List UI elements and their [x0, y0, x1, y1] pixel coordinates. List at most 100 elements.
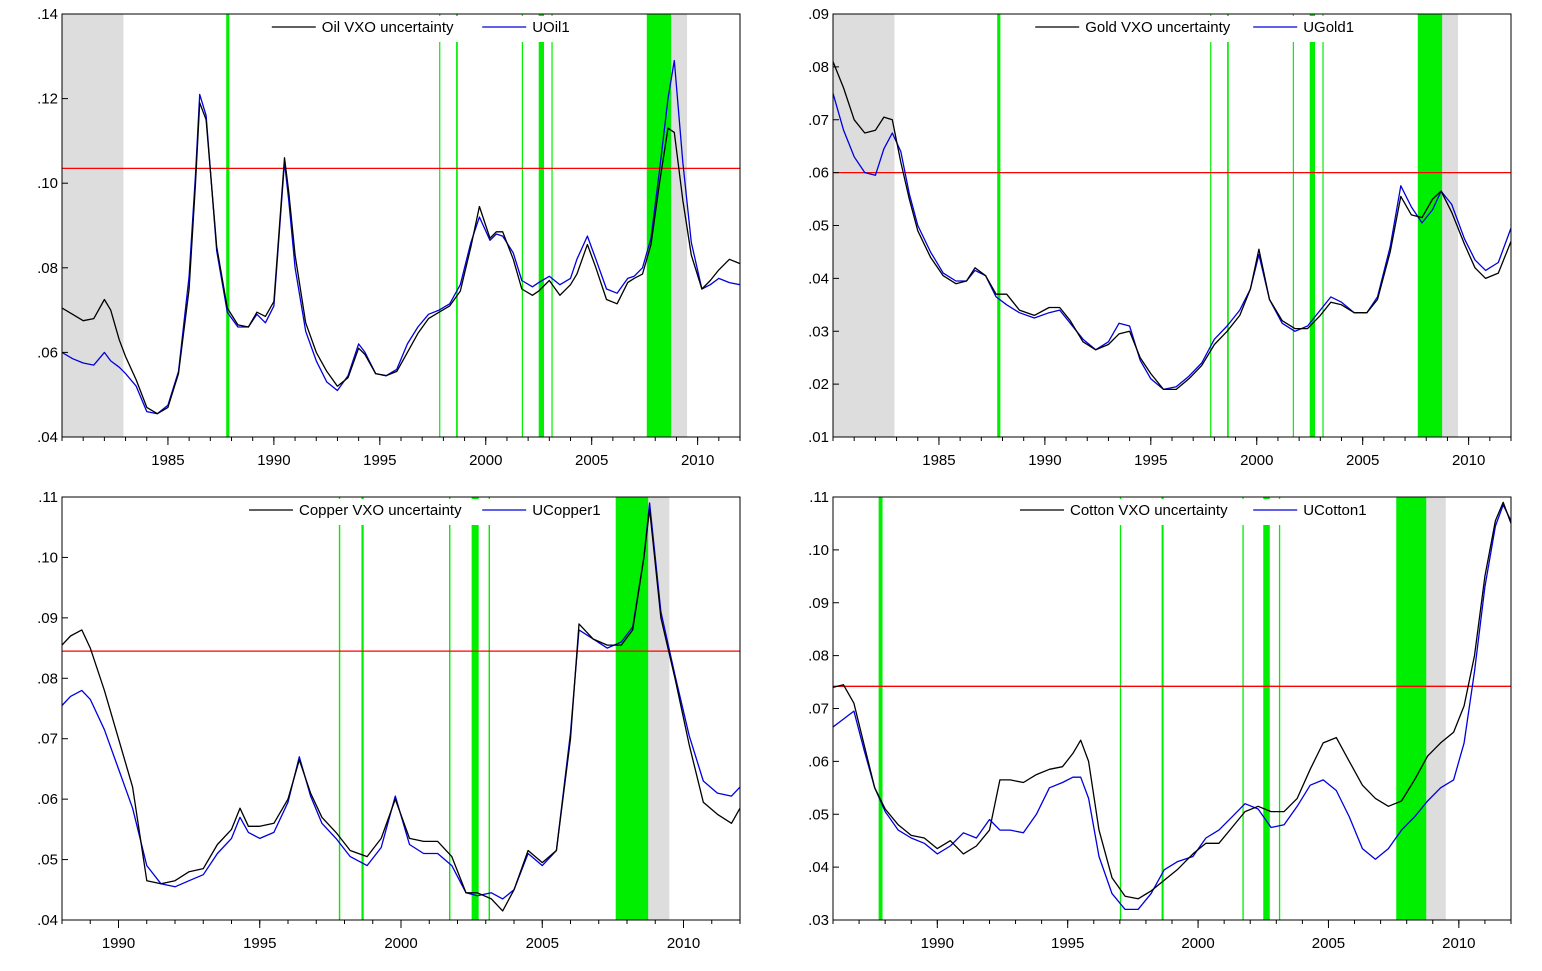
- x-tick-label: 1990: [1028, 452, 1061, 469]
- x-tick-label: 2000: [1181, 935, 1214, 952]
- y-tick-label: .06: [37, 791, 58, 808]
- series-line-1: [62, 508, 740, 912]
- series-line-2: [833, 93, 1511, 391]
- series-line-1: [62, 102, 740, 415]
- x-tick-label: 1995: [1051, 935, 1084, 952]
- y-tick-label: .14: [37, 6, 58, 23]
- copper-uncertainty-chart: .04 .05 .06 .07 .08 .09 .10 .11 1990 1995 2000 2005…: [0, 483, 771, 966]
- event-band-6: [1417, 14, 1443, 437]
- legend-label-2: UCopper1: [532, 502, 600, 519]
- event-band-1: [361, 497, 364, 920]
- legend: Oil VXO uncertainty UOil1: [265, 16, 577, 42]
- copper-plot-area: [62, 497, 740, 920]
- cotton-chart-svg: .03 .04 .05 .06 .07 .08 .09 .10 .11 1990 1995 2000 2…: [808, 489, 1512, 952]
- recession-band-0: [833, 14, 895, 437]
- x-tick-label: 1990: [921, 935, 954, 952]
- y-tick-label: .05: [808, 806, 829, 823]
- gold-plot-area: [833, 14, 1511, 437]
- event-band-5: [1278, 497, 1281, 920]
- x-tick-label: 2010: [681, 452, 714, 469]
- y-tick-label: .06: [37, 344, 58, 361]
- y-tick-label: .04: [808, 270, 829, 287]
- legend-label-2: UGold1: [1303, 19, 1354, 36]
- y-tick-label: .10: [37, 549, 58, 566]
- y-tick-label: .01: [808, 429, 829, 446]
- y-tick-label: .08: [808, 59, 829, 76]
- legend-background: [1014, 499, 1370, 525]
- y-tick-label: .11: [809, 489, 829, 506]
- y-tick-label: .10: [808, 542, 829, 559]
- event-band-6: [646, 14, 672, 437]
- y-tick-label: .09: [808, 595, 829, 612]
- x-tick-label: 2000: [469, 452, 502, 469]
- event-band-3: [1242, 497, 1244, 920]
- y-tick-label: .09: [808, 6, 829, 23]
- x-tick-label: 1990: [102, 935, 135, 952]
- y-tick-label: .04: [37, 429, 58, 446]
- event-band-0: [226, 14, 230, 437]
- event-band-1: [439, 14, 441, 437]
- oil-chart-svg: .04 .06 .08 .10 .12 .14 1985 1990 1995 2000 2005 20…: [37, 6, 741, 469]
- y-tick-label: .04: [37, 912, 58, 929]
- x-tick-label: 2010: [1442, 935, 1475, 952]
- event-band-0: [338, 497, 341, 920]
- x-tick-label: 1995: [243, 935, 276, 952]
- series-line-1: [833, 61, 1511, 391]
- y-tick-label: .08: [37, 670, 58, 687]
- y-tick-label: .03: [808, 323, 829, 340]
- recession-band-0: [62, 14, 124, 437]
- event-band-3: [1292, 14, 1294, 437]
- y-tick-label: .07: [808, 701, 829, 718]
- event-band-1: [1210, 14, 1212, 437]
- y-tick-label: .11: [38, 489, 58, 506]
- y-tick-label: .05: [808, 218, 829, 235]
- y-tick-label: .10: [37, 175, 58, 192]
- y-tick-label: .05: [37, 852, 58, 869]
- event-band-2: [1161, 497, 1164, 920]
- event-band-4: [1309, 14, 1316, 437]
- legend-label-2: UCotton1: [1303, 502, 1366, 519]
- x-tick-label: 1995: [363, 452, 396, 469]
- y-tick-label: .08: [808, 648, 829, 665]
- y-tick-label: .06: [808, 753, 829, 770]
- event-band-0: [878, 497, 883, 920]
- copper-chart-svg: .04 .05 .06 .07 .08 .09 .10 .11 1990 1995 2000 2005…: [37, 489, 741, 952]
- event-band-3: [521, 14, 523, 437]
- y-tick-label: .03: [808, 912, 829, 929]
- event-band-3: [471, 497, 479, 920]
- legend-label-1: Cotton VXO uncertainty: [1070, 502, 1228, 519]
- event-band-4: [538, 14, 545, 437]
- x-tick-label: 2000: [384, 935, 417, 952]
- event-band-1: [1119, 497, 1122, 920]
- y-tick-label: .07: [37, 731, 58, 748]
- x-tick-label: 2005: [575, 452, 608, 469]
- legend: Copper VXO uncertainty UCopper1: [243, 499, 601, 525]
- series-line-2: [833, 504, 1511, 911]
- event-band-6: [1396, 497, 1427, 920]
- event-band-5: [551, 14, 553, 437]
- legend-background: [243, 499, 599, 525]
- x-tick-label: 2005: [1312, 935, 1345, 952]
- cotton-uncertainty-chart: .03 .04 .05 .06 .07 .08 .09 .10 .11 1990 1995 2000 2…: [771, 483, 1542, 966]
- plot-frame: [61, 13, 741, 438]
- oil-uncertainty-chart: .04 .06 .08 .10 .12 .14 1985 1990 1995 2000 2005 20…: [0, 0, 771, 483]
- legend-label-1: Oil VXO uncertainty: [322, 19, 454, 36]
- legend-background: [1029, 16, 1355, 42]
- series-line-1: [833, 501, 1511, 900]
- legend-background: [265, 16, 577, 42]
- gold-uncertainty-chart: .01 .02 .03 .04 .05 .06 .07 .08 .09 1985 1990 1995 2…: [771, 0, 1542, 483]
- cotton-plot-area: [833, 497, 1511, 920]
- y-tick-label: .08: [37, 260, 58, 277]
- y-tick-label: .02: [808, 376, 829, 393]
- x-tick-label: 1985: [922, 452, 955, 469]
- legend: Gold VXO uncertainty UGold1: [1029, 16, 1355, 42]
- x-tick-label: 1995: [1134, 452, 1167, 469]
- oil-plot-area: [62, 14, 740, 437]
- x-tick-label: 2005: [526, 935, 559, 952]
- x-tick-label: 1985: [151, 452, 184, 469]
- y-tick-label: .06: [808, 165, 829, 182]
- x-tick-label: 2010: [667, 935, 700, 952]
- y-tick-label: .12: [37, 91, 58, 108]
- event-band-2: [449, 497, 451, 920]
- x-tick-label: 1990: [257, 452, 290, 469]
